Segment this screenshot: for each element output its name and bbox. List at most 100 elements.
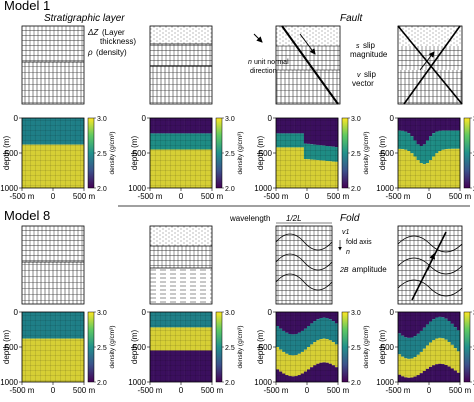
n-symbol-fold: n	[346, 249, 350, 256]
slip-magnitude-text-2: magnitude	[350, 50, 388, 59]
colorbar-label-3: density (g/cm³)	[363, 132, 370, 175]
ytick-label-6-1: 500	[133, 343, 147, 352]
cbar-tick-label-7-2: 2.0	[351, 380, 361, 387]
ytick-label-1-0: 0	[14, 114, 19, 123]
v-symbol: v	[357, 72, 361, 79]
ytick-label-7-2: 1000	[254, 378, 272, 387]
colorbar-7	[341, 311, 349, 383]
ytick-label-2-2: 1000	[128, 184, 146, 193]
colorbar-2	[215, 117, 223, 189]
xtick-label-7-1: 0	[305, 386, 310, 395]
ytick-label-5-2: 1000	[0, 378, 18, 387]
s-symbol: s	[356, 43, 360, 50]
colorbar-8	[463, 311, 471, 383]
ytick-label-7-0: 0	[268, 308, 273, 317]
colorbar-3	[341, 117, 349, 189]
delta-z-symbol: ΔZ	[87, 28, 99, 37]
xtick-label-1-0: -500 m	[10, 192, 35, 201]
amplitude-prefix: 2B	[339, 267, 349, 274]
ylabel-5: depth (m)	[2, 330, 11, 365]
ytick-label-5-1: 500	[5, 343, 19, 352]
cbar-tick-label-3-1: 2.5	[351, 151, 361, 158]
layer-thickness-text-2: thickness)	[100, 37, 136, 46]
ylabel-8: depth (m)	[378, 330, 387, 365]
cbar-tick-label-7-0: 3.0	[351, 310, 361, 317]
xtick-label-2-0: -500 m	[138, 192, 163, 201]
ytick-label-8-1: 500	[381, 343, 395, 352]
ytick-label-5-0: 0	[14, 308, 19, 317]
slip-vector-text-2: vector	[352, 79, 374, 88]
xtick-label-8-0: -500 m	[386, 386, 411, 395]
cbar-tick-label-1-0: 3.0	[97, 116, 107, 123]
xtick-label-4-2: 500 m	[449, 192, 472, 201]
colorbar-label-6: density (g/cm³)	[237, 326, 244, 369]
cbar-tick-label-6-1: 2.5	[225, 345, 235, 352]
model1-title: Model 1	[4, 0, 50, 13]
rho-symbol: ρ	[87, 48, 93, 57]
xtick-label-5-0: -500 m	[10, 386, 35, 395]
model1-schematic-2	[149, 25, 213, 105]
heatmap-grid-7	[276, 312, 338, 382]
model1-schematic-4	[397, 25, 463, 105]
xtick-label-3-1: 0	[305, 192, 310, 201]
cbar-tick-label-6-0: 3.0	[225, 310, 235, 317]
cbar-tick-label-3-2: 2.0	[351, 186, 361, 193]
ytick-label-2-0: 0	[142, 114, 147, 123]
normal-arrow	[253, 33, 263, 43]
heatmap-grid-5	[22, 312, 84, 382]
ylabel-4: depth (m)	[378, 136, 387, 171]
wavelength-label: wavelength	[229, 214, 270, 223]
xtick-label-4-1: 0	[427, 192, 432, 201]
colorbar-6	[215, 311, 223, 383]
xtick-label-2-2: 500 m	[201, 192, 224, 201]
xtick-label-7-0: -500 m	[264, 386, 289, 395]
ytick-label-6-0: 0	[142, 308, 147, 317]
ytick-label-8-0: 0	[390, 308, 395, 317]
xtick-label-1-2: 500 m	[73, 192, 96, 201]
ytick-label-1-2: 1000	[0, 184, 18, 193]
xtick-label-4-0: -500 m	[386, 192, 411, 201]
xtick-label-5-2: 500 m	[73, 386, 96, 395]
cbar-tick-label-7-1: 2.5	[351, 345, 361, 352]
colorbar-label-2: density (g/cm³)	[237, 132, 244, 175]
colorbar-label-5: density (g/cm³)	[109, 326, 116, 369]
cbar-tick-label-5-0: 3.0	[97, 310, 107, 317]
heatmap-grid-3	[276, 118, 338, 188]
n-symbol: n	[248, 59, 252, 66]
ytick-label-2-1: 500	[133, 149, 147, 158]
model8-schematic-4	[397, 225, 463, 305]
xtick-label-6-1: 0	[179, 386, 184, 395]
colorbar-5	[87, 311, 95, 383]
ytick-label-3-2: 1000	[254, 184, 272, 193]
ytick-label-4-2: 1000	[376, 184, 394, 193]
xtick-label-6-2: 500 m	[201, 386, 224, 395]
density-text: (density)	[96, 48, 127, 57]
colorbar-4	[463, 117, 471, 189]
cbar-tick-label-1-1: 2.5	[97, 151, 107, 158]
ylabel-2: depth (m)	[130, 136, 139, 171]
slip-magnitude-text-1: slip	[363, 41, 376, 50]
cbar-tick-label-3-0: 3.0	[351, 116, 361, 123]
colorbar-label-7: density (g/cm³)	[363, 326, 370, 369]
model8-schematic-1	[21, 225, 85, 305]
fault-label: Fault	[340, 13, 363, 24]
ytick-label-3-0: 0	[268, 114, 273, 123]
xtick-label-3-2: 500 m	[327, 192, 350, 201]
heatmap-grid-4	[398, 118, 460, 188]
layer-thickness-text-1: (Layer	[102, 28, 125, 37]
cbar-tick-label-2-0: 3.0	[225, 116, 235, 123]
heatmap-panels: 0 500 1000 depth (m) -500 m 0 500 m 3.0 2.5 2.0 de…	[0, 114, 474, 395]
model8-title: Model 8	[4, 208, 50, 223]
cbar-tick-label-5-2: 2.0	[97, 380, 107, 387]
heatmap-grid-8	[398, 312, 460, 382]
ytick-label-4-0: 0	[390, 114, 395, 123]
xtick-label-8-1: 0	[427, 386, 432, 395]
ytick-label-7-1: 500	[259, 343, 273, 352]
xtick-label-3-0: -500 m	[264, 192, 289, 201]
slip-vector-text-1: slip	[364, 70, 377, 79]
half-l-label: 1/2L	[286, 214, 302, 223]
slip-arrow	[299, 33, 316, 55]
ytick-label-1-1: 500	[5, 149, 19, 158]
ylabel-1: depth (m)	[2, 136, 11, 171]
colorbar-1	[87, 117, 95, 189]
